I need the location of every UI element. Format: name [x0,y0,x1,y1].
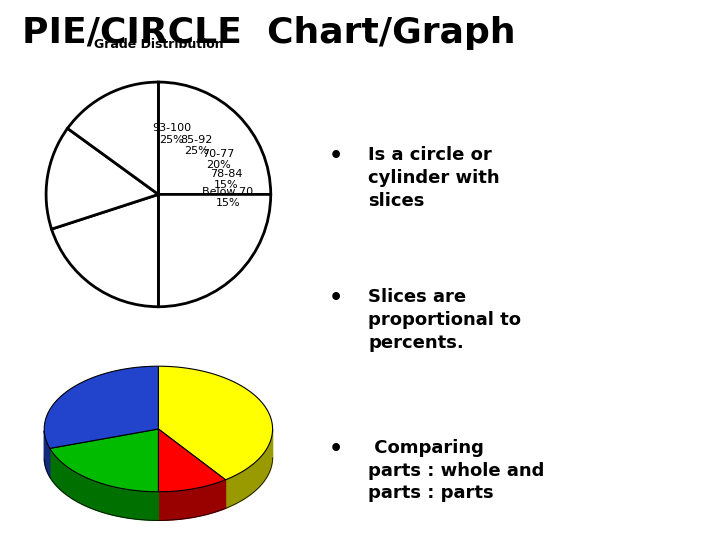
Text: Slices are
proportional to
percents.: Slices are proportional to percents. [369,288,521,352]
Text: PIE/CIRCLE  Chart/Graph: PIE/CIRCLE Chart/Graph [22,16,516,50]
Text: Comparing
parts : whole and
parts : parts: Comparing parts : whole and parts : part… [369,438,544,503]
Polygon shape [50,429,158,492]
Text: 70-77
20%: 70-77 20% [202,149,235,171]
Text: 85-92
25%: 85-92 25% [180,134,212,156]
Text: 93-100
25%: 93-100 25% [152,123,192,145]
Wedge shape [158,194,271,307]
Polygon shape [44,395,273,521]
Text: •: • [328,438,343,458]
Text: •: • [328,288,343,308]
Polygon shape [44,366,158,448]
Text: Is a circle or
cylinder with
slices: Is a circle or cylinder with slices [369,146,500,210]
Text: •: • [328,146,343,166]
Wedge shape [158,82,271,194]
Title: Grade Distribution: Grade Distribution [94,38,223,51]
Polygon shape [44,431,50,477]
Polygon shape [158,366,273,480]
Polygon shape [158,429,225,492]
Polygon shape [225,429,273,508]
Polygon shape [158,480,225,521]
Text: 78-84
15%: 78-84 15% [210,168,243,190]
Polygon shape [50,448,158,521]
Wedge shape [52,194,158,307]
Wedge shape [46,129,158,229]
Text: Below 70
15%: Below 70 15% [202,187,253,208]
Wedge shape [68,82,158,194]
